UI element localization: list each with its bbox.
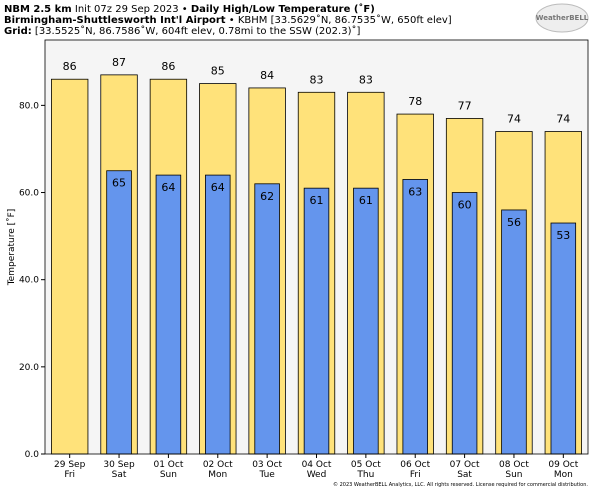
x-tick-sublabel: Wed: [307, 470, 327, 480]
value-label: 86: [161, 60, 175, 73]
x-tick-sublabel: Mon: [208, 470, 227, 480]
value-label: 62: [260, 190, 274, 203]
y-tick-label: 20.0: [19, 363, 39, 373]
x-tick-label: 05 Oct: [351, 460, 381, 470]
logo: WeatherBELL: [536, 14, 589, 22]
value-label: 77: [458, 99, 472, 112]
x-tick-label: 08 Oct: [499, 460, 529, 470]
x-tick-sublabel: Thu: [356, 470, 374, 480]
x-tick-sublabel: Sat: [112, 470, 127, 480]
model: NBM 2.5 km: [4, 4, 72, 15]
x-tick-label: 09 Oct: [548, 460, 578, 470]
bar: [155, 174, 182, 455]
value-label: 74: [507, 113, 521, 126]
y-tick-label: 0.0: [25, 450, 40, 460]
y-tick-label: 60.0: [19, 189, 39, 199]
value-label: 78: [408, 95, 422, 108]
header-line: Birmingham-Shuttlesworth Int'l Airport •…: [4, 14, 452, 26]
bar: [205, 174, 231, 455]
value-label: 61: [359, 194, 373, 207]
value-label: 87: [112, 56, 126, 69]
y-axis-label: Temperature [˚F]: [6, 209, 17, 287]
x-tick-label: 01 Oct: [153, 460, 183, 470]
value-label: 83: [310, 73, 324, 86]
init: Init 07z 29 Sep 2023 •: [75, 4, 188, 15]
plot-frame: [44, 39, 589, 455]
bar: [254, 183, 280, 455]
bar: [353, 187, 379, 455]
x-tick-sublabel: Mon: [554, 470, 573, 480]
bar: [402, 179, 428, 455]
bar: [51, 78, 89, 455]
x-tick-label: 04 Oct: [302, 460, 332, 470]
y-tick-label: 40.0: [19, 276, 39, 286]
x-tick-label: 30 Sep: [103, 460, 135, 470]
value-label: 65: [112, 177, 126, 190]
x-tick-sublabel: Fri: [410, 470, 421, 480]
value-label: 61: [310, 194, 324, 207]
x-tick-sublabel: Sun: [505, 470, 522, 480]
chart-title: Daily High/Low Temperature (˚F): [191, 3, 375, 15]
x-tick-sublabel: Sat: [457, 470, 472, 480]
station-info: • KBHM [33.5629˚N, 86.7535˚W, 650ft elev…: [229, 14, 452, 26]
value-label: 83: [359, 73, 373, 86]
bar: [550, 222, 577, 455]
logo-mark: [535, 3, 589, 33]
grid-label: Grid:: [4, 26, 32, 37]
header-line: Grid: [33.5525˚N, 86.7586˚W, 604ft elev,…: [4, 25, 360, 37]
x-tick-sublabel: Tue: [258, 470, 275, 480]
value-label: 53: [556, 229, 570, 242]
x-tick-label: 06 Oct: [400, 460, 430, 470]
value-label: 86: [63, 60, 77, 73]
value-label: 60: [458, 199, 472, 212]
x-tick-label: 02 Oct: [203, 460, 233, 470]
station: Birmingham-Shuttlesworth Int'l Airport: [4, 15, 226, 26]
value-label: 64: [211, 181, 225, 194]
value-label: 84: [260, 69, 274, 82]
bar: [106, 170, 132, 455]
x-tick-label: 29 Sep: [54, 460, 86, 470]
x-tick-sublabel: Fri: [64, 470, 75, 480]
value-label: 64: [161, 181, 175, 194]
value-label: 56: [507, 216, 521, 229]
bar: [303, 187, 330, 455]
x-tick-sublabel: Sun: [160, 470, 177, 480]
x-tick-label: 07 Oct: [450, 460, 480, 470]
x-tick-label: 03 Oct: [252, 460, 282, 470]
grid-info: [33.5525˚N, 86.7586˚W, 604ft elev, 0.78m…: [35, 25, 361, 37]
value-label: 85: [211, 65, 225, 78]
footer: © 2023 WeatherBELL Analytics, LLC. All r…: [333, 481, 588, 488]
bar: [501, 209, 527, 455]
value-label: 63: [408, 185, 422, 198]
header-line: NBM 2.5 km Init 07z 29 Sep 2023 • Daily …: [4, 3, 375, 15]
value-label: 74: [556, 113, 570, 126]
bar: [451, 192, 478, 455]
y-tick-label: 80.0: [19, 101, 39, 111]
